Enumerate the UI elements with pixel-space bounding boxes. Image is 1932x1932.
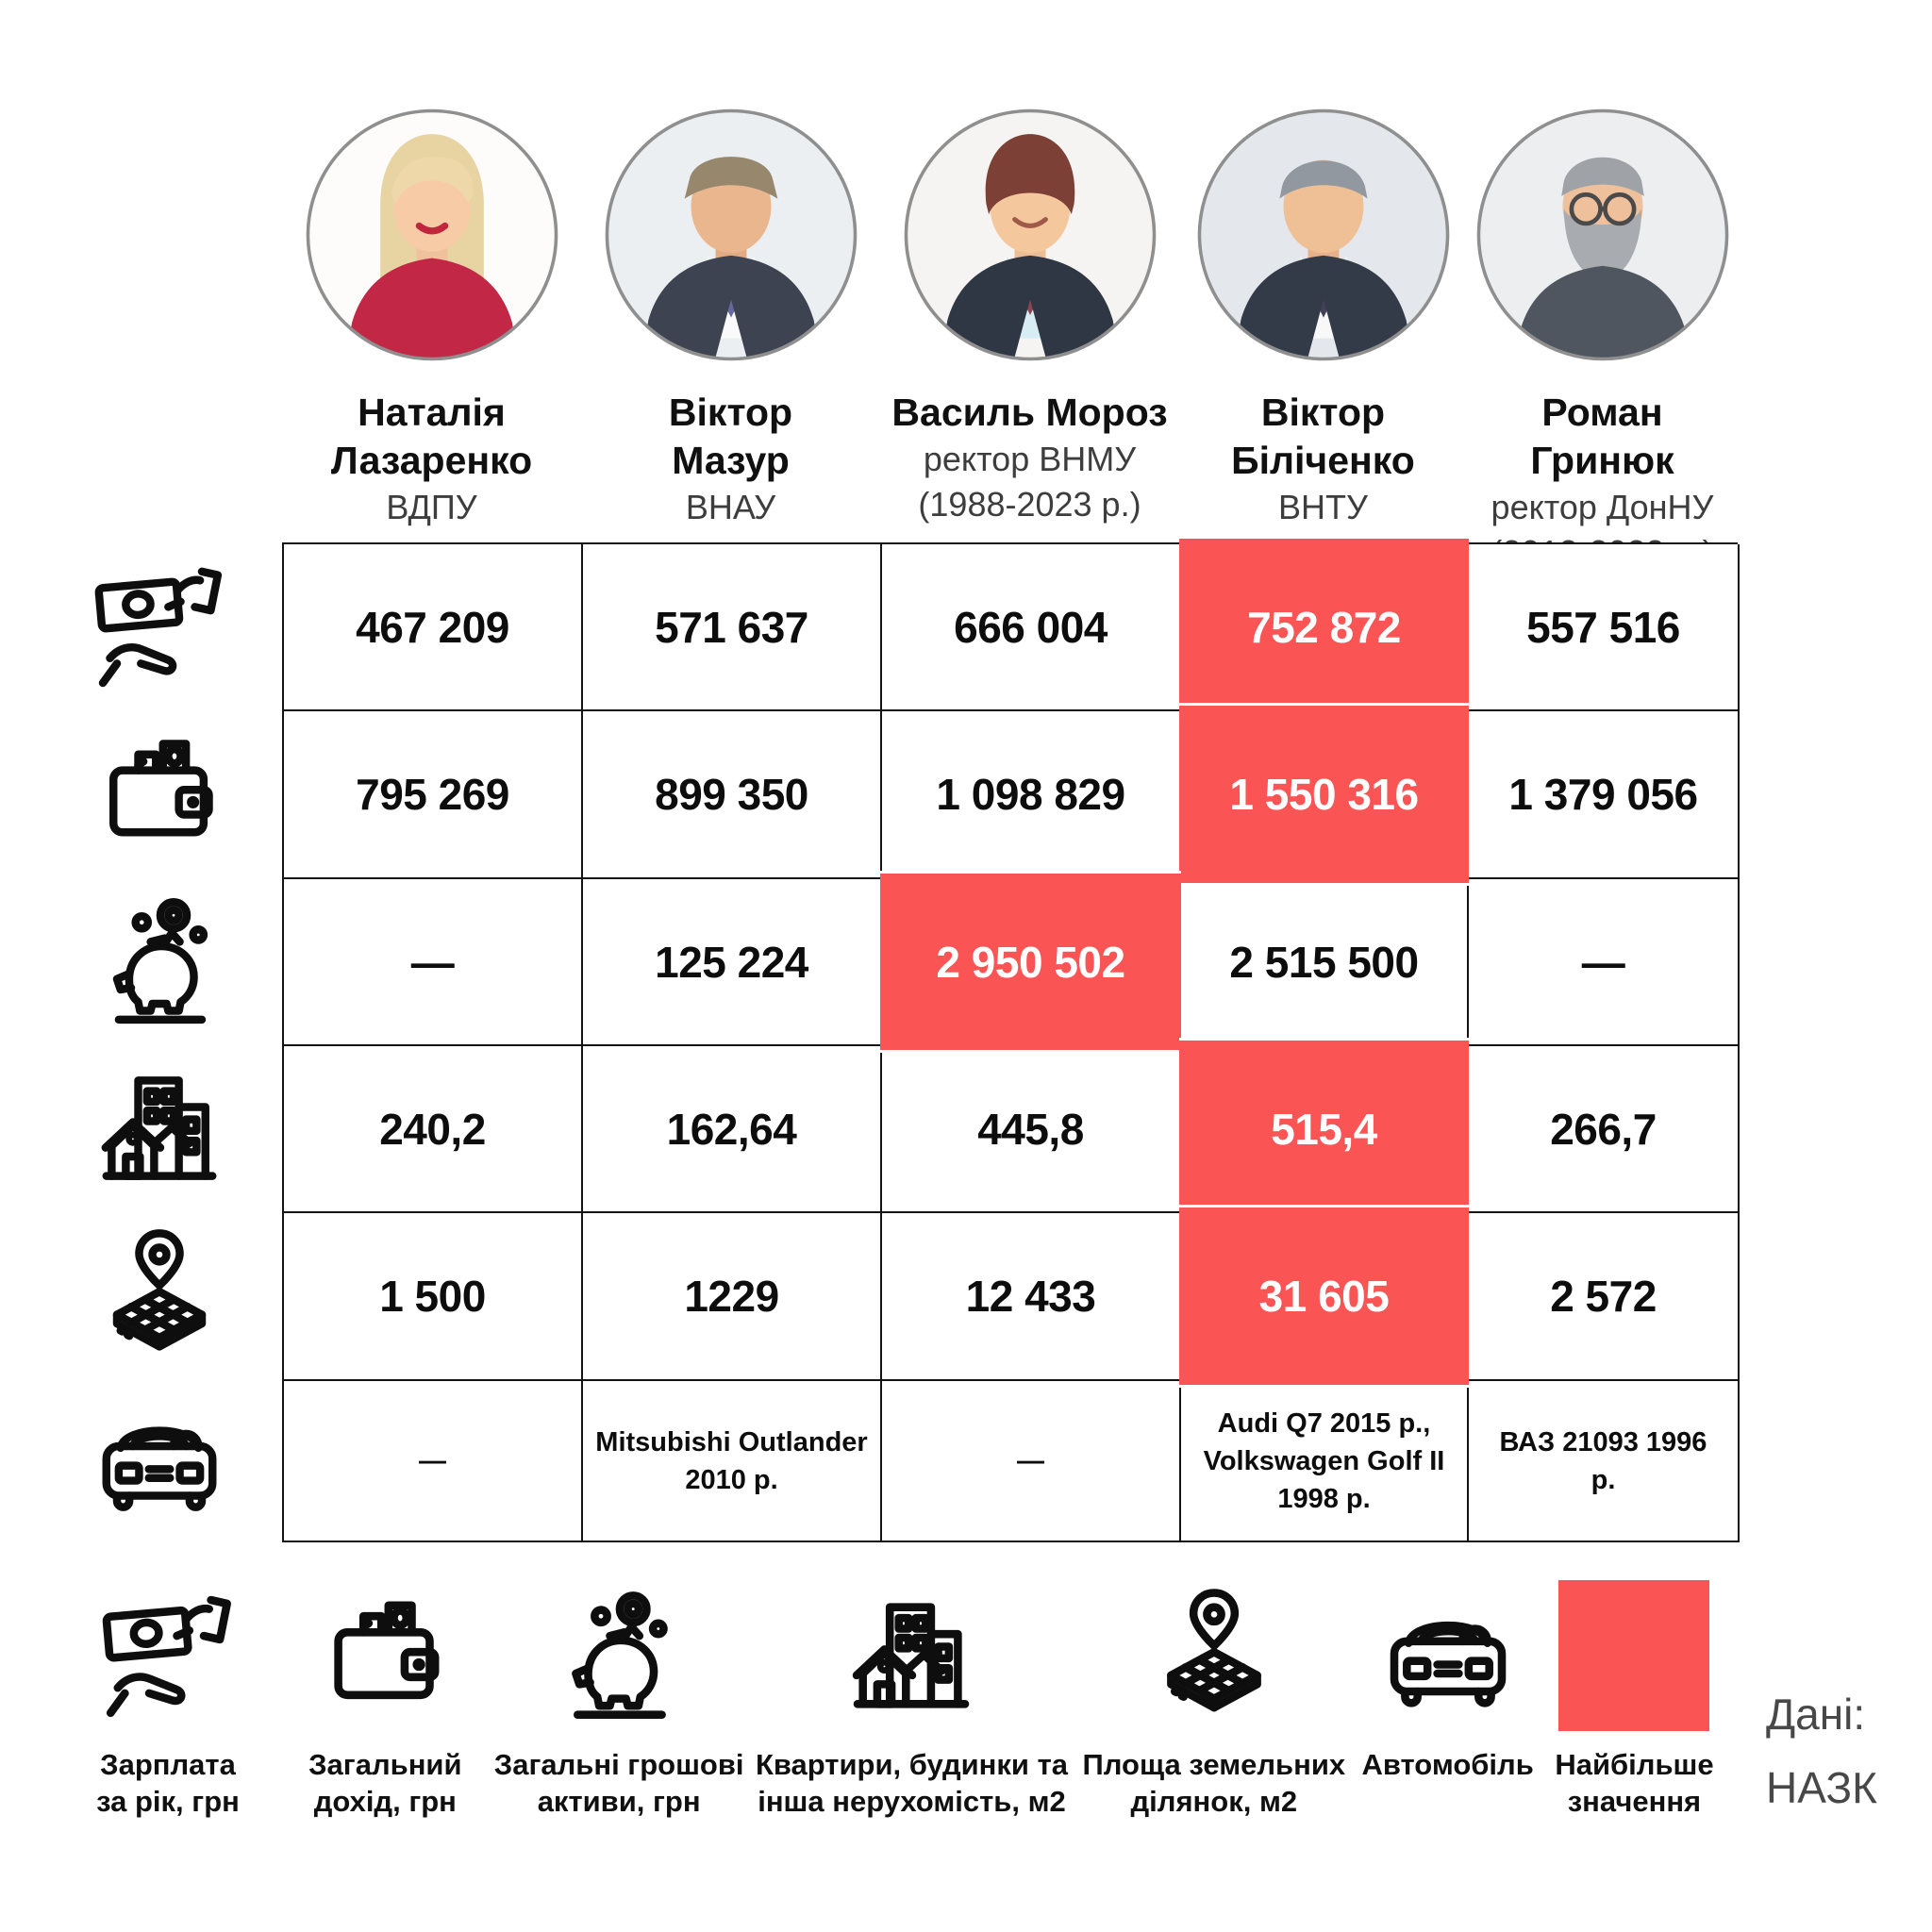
wallet-icon — [313, 1584, 457, 1727]
avatar-photo — [1474, 106, 1732, 364]
person-subtitle: (1988-2023 р.) — [918, 485, 1141, 524]
table-cell: 445,8 — [882, 1046, 1181, 1213]
person-name: Лазаренко — [330, 439, 533, 482]
legend-item-cash-assets: Загальні грошові активи, грн — [490, 1577, 749, 1820]
land-plot-icon — [89, 1224, 230, 1366]
table-cell: 467 209 — [284, 544, 583, 711]
table-cell: — — [882, 1381, 1181, 1542]
person-subtitle: ВДПУ — [386, 488, 477, 526]
piggy-bank-icon — [547, 1584, 691, 1727]
person-subtitle: ректор ВНМУ — [923, 440, 1137, 478]
legend-label: Квартири, будинки та інша нерухомість, м… — [755, 1748, 1069, 1818]
legend-item-car: Автомобіль — [1354, 1577, 1542, 1783]
legend-item-highlight: Найбільше значення — [1542, 1577, 1726, 1820]
table-cell: 1 379 056 — [1469, 711, 1740, 879]
table-cell: 2 950 502 — [880, 871, 1181, 1053]
table-cell: 266,7 — [1469, 1046, 1740, 1213]
car-icon — [1376, 1584, 1520, 1727]
source-label: Дані: — [1766, 1690, 1866, 1739]
table-cell: 1 500 — [284, 1213, 583, 1381]
table-cell: 752 872 — [1179, 536, 1469, 718]
avatar-photo — [1194, 106, 1453, 364]
highlight-swatch — [1558, 1579, 1710, 1731]
assets-table: 467 209 571 637 666 004 752 872 557 516 … — [282, 536, 1740, 1542]
person-subtitle: ВНАУ — [685, 488, 776, 526]
source-value: НАЗК — [1766, 1763, 1877, 1812]
land-plot-icon — [1142, 1584, 1286, 1727]
person-lazarenko: Наталія Лазаренко ВДПУ — [282, 106, 581, 575]
person-moroz: Василь Мороз ректор ВНМУ (1988-2023 р.) — [880, 106, 1179, 575]
money-salary-icon — [89, 556, 230, 697]
person-name: Наталія — [358, 391, 506, 434]
table-cell: 1 550 316 — [1179, 703, 1469, 886]
legend-item-salary: Зарплата за рік, грн — [55, 1577, 281, 1820]
row-icon-rail — [74, 542, 245, 1541]
people-header: Наталія Лазаренко ВДПУ Вікто — [282, 106, 1738, 575]
table-cell: 240,2 — [284, 1046, 583, 1213]
table-cell: ВАЗ 21093 1996 р. — [1469, 1381, 1740, 1542]
piggy-bank-icon — [89, 891, 230, 1032]
real-estate-icon — [89, 1058, 230, 1199]
car-icon — [89, 1390, 230, 1531]
person-name: Віктор — [668, 391, 793, 434]
table-cell: 795 269 — [284, 711, 583, 879]
person-subtitle: ректор ДонНУ — [1491, 488, 1714, 526]
table-cell: 31 605 — [1179, 1205, 1469, 1388]
table-cell: 2 515 500 — [1181, 879, 1469, 1046]
person-subtitle: ВНТУ — [1278, 488, 1368, 526]
person-name: Мазур — [672, 439, 790, 482]
legend-label: Загальні грошові активи, грн — [493, 1748, 744, 1818]
legend-label: Автомобіль — [1361, 1748, 1534, 1781]
table-cell: 1 098 829 — [882, 711, 1181, 879]
legend-label: Найбільше значення — [1555, 1748, 1714, 1818]
person-name-block: Віктор Біліченко ВНТУ — [1231, 389, 1415, 530]
legend-label: Загальний дохід, грн — [308, 1748, 462, 1818]
table-cell: 666 004 — [882, 544, 1181, 711]
table-cell: 899 350 — [583, 711, 882, 879]
table-cell: — — [284, 1381, 583, 1542]
person-name: Біліченко — [1231, 439, 1415, 482]
table-cell: 2 572 — [1469, 1213, 1740, 1381]
person-mazur: Віктор Мазур ВНАУ — [581, 106, 880, 575]
person-name-block: Наталія Лазаренко ВДПУ — [331, 389, 532, 530]
data-source: Дані: НАЗК — [1766, 1677, 1877, 1824]
avatar-photo — [901, 106, 1159, 364]
table-cell: — — [284, 879, 583, 1046]
table-cell: Audi Q7 2015 р., Volkswagen Golf II 1998… — [1181, 1381, 1469, 1542]
table-cell: 125 224 — [583, 879, 882, 1046]
person-name-block: Віктор Мазур ВНАУ — [669, 389, 792, 530]
person-hryniuk: Роман Гринюк ректор ДонНУ (2012-2023 р.) — [1467, 106, 1738, 575]
person-name-block: Василь Мороз ректор ВНМУ (1988-2023 р.) — [891, 389, 1167, 527]
money-salary-icon — [96, 1584, 240, 1727]
legend-label: Площа земельних ділянок, м2 — [1082, 1748, 1346, 1818]
legend-item-real-estate: Квартири, будинки та інша нерухомість, м… — [749, 1577, 1074, 1820]
wallet-icon — [89, 723, 230, 864]
avatar-photo — [602, 106, 860, 364]
legend: Зарплата за рік, грн Загальний дохід, гр… — [55, 1577, 1726, 1820]
table-cell: 1229 — [583, 1213, 882, 1381]
avatar-photo — [303, 106, 561, 364]
legend-item-land: Площа земельних ділянок, м2 — [1074, 1577, 1353, 1820]
table-cell: 515,4 — [1179, 1038, 1469, 1220]
table-cell: Mitsubishi Outlander 2010 р. — [583, 1381, 882, 1542]
table-cell: 12 433 — [882, 1213, 1181, 1381]
real-estate-icon — [840, 1584, 983, 1727]
person-name: Василь Мороз — [891, 391, 1168, 434]
person-bilichenko: Віктор Біліченко ВНТУ — [1179, 106, 1467, 575]
table-cell: 557 516 — [1469, 544, 1740, 711]
person-name: Роман Гринюк — [1530, 391, 1674, 482]
table-cell: — — [1469, 879, 1740, 1046]
legend-label: Зарплата за рік, грн — [96, 1748, 240, 1818]
person-name: Віктор — [1260, 391, 1386, 434]
table-cell: 162,64 — [583, 1046, 882, 1213]
table-cell: 571 637 — [583, 544, 882, 711]
legend-item-income: Загальний дохід, грн — [281, 1577, 489, 1820]
